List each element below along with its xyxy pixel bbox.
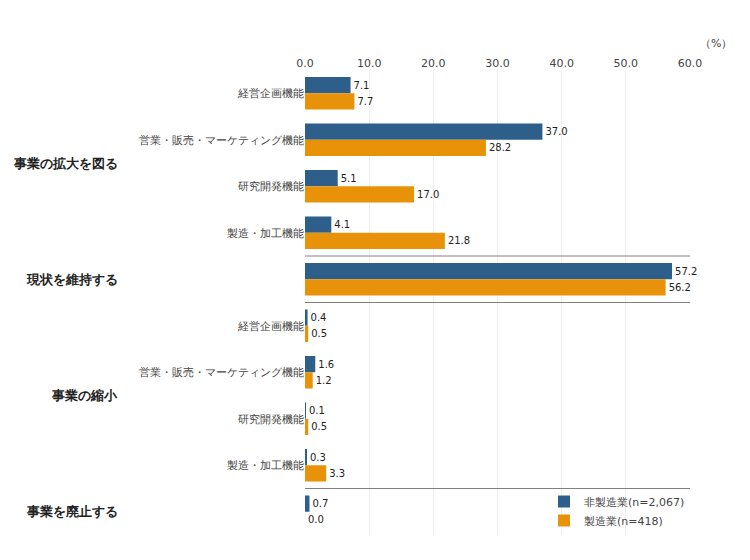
svg-text:営業・販売・マーケティング機能: 営業・販売・マーケティング機能 bbox=[139, 134, 304, 147]
svg-text:経営企画機能: 経営企画機能 bbox=[237, 320, 304, 333]
svg-text:事業を廃止する: 事業を廃止する bbox=[26, 504, 118, 519]
svg-text:0.5: 0.5 bbox=[311, 421, 327, 432]
svg-text:3.3: 3.3 bbox=[329, 468, 345, 479]
svg-text:研究開発機能: 研究開発機能 bbox=[238, 413, 304, 426]
svg-text:20.0: 20.0 bbox=[421, 57, 446, 70]
svg-text:現状を維持する: 現状を維持する bbox=[26, 272, 118, 287]
svg-text:4.1: 4.1 bbox=[334, 219, 350, 230]
svg-text:60.0: 60.0 bbox=[678, 57, 703, 70]
svg-text:事業の拡大を図る: 事業の拡大を図る bbox=[13, 156, 118, 171]
svg-text:0.3: 0.3 bbox=[310, 452, 326, 463]
svg-text:7.1: 7.1 bbox=[354, 80, 370, 91]
svg-text:28.2: 28.2 bbox=[489, 142, 511, 153]
svg-text:7.7: 7.7 bbox=[357, 96, 373, 107]
svg-text:57.2: 57.2 bbox=[675, 266, 697, 277]
svg-text:0.0: 0.0 bbox=[296, 57, 314, 70]
svg-text:10.0: 10.0 bbox=[357, 57, 382, 70]
svg-text:37.0: 37.0 bbox=[545, 126, 567, 137]
svg-text:21.8: 21.8 bbox=[448, 235, 470, 246]
svg-text:製造・加工機能: 製造・加工機能 bbox=[227, 459, 304, 472]
svg-text:5.1: 5.1 bbox=[341, 173, 357, 184]
svg-text:17.0: 17.0 bbox=[417, 189, 439, 200]
svg-text:1.6: 1.6 bbox=[318, 359, 334, 370]
svg-text:0.1: 0.1 bbox=[309, 405, 325, 416]
svg-text:経営企画機能: 経営企画機能 bbox=[237, 87, 304, 100]
svg-text:製造業(n=418): 製造業(n=418) bbox=[584, 515, 663, 528]
svg-text:営業・販売・マーケティング機能: 営業・販売・マーケティング機能 bbox=[139, 366, 304, 379]
svg-text:50.0: 50.0 bbox=[614, 57, 639, 70]
svg-text:40.0: 40.0 bbox=[549, 57, 574, 70]
svg-text:30.0: 30.0 bbox=[485, 57, 510, 70]
svg-text:非製造業(n=2,067): 非製造業(n=2,067) bbox=[584, 496, 684, 509]
svg-text:0.7: 0.7 bbox=[312, 498, 328, 509]
svg-text:研究開発機能: 研究開発機能 bbox=[238, 180, 304, 193]
svg-text:事業の縮小: 事業の縮小 bbox=[51, 388, 118, 403]
svg-text:製造・加工機能: 製造・加工機能 bbox=[227, 227, 304, 240]
svg-text:0.5: 0.5 bbox=[311, 328, 327, 339]
svg-text:56.2: 56.2 bbox=[669, 282, 691, 293]
svg-text:1.2: 1.2 bbox=[316, 375, 332, 386]
svg-text:0.0: 0.0 bbox=[308, 514, 324, 525]
svg-text:0.4: 0.4 bbox=[311, 312, 327, 323]
svg-text:（%）: （%） bbox=[700, 37, 732, 50]
